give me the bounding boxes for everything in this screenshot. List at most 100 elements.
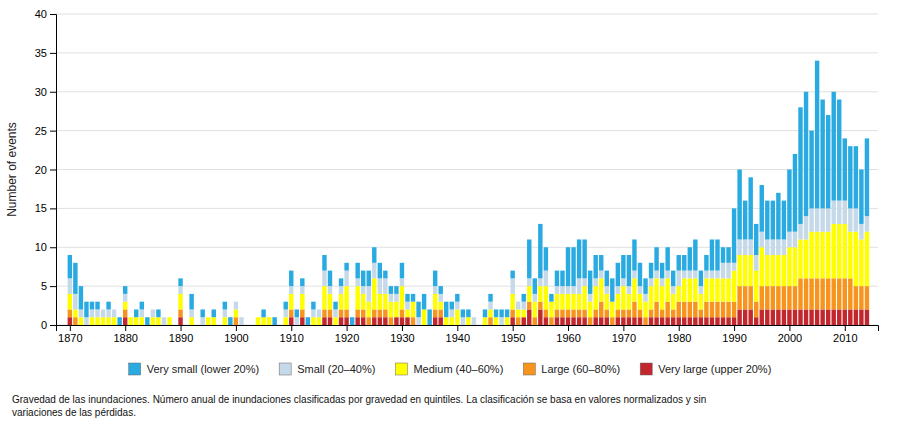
bar-segment [826,232,830,279]
y-tick-label: 30 [35,86,47,98]
bar-segment [372,278,376,309]
bar-segment [411,294,415,302]
bar-segment [112,309,116,310]
bar-segment [378,294,382,310]
bar-segment [582,317,586,325]
bar-segment [671,317,675,325]
bar-segment [223,302,227,310]
bar-segment [671,294,675,310]
bar-segment [859,224,863,240]
bar-segment [510,278,514,294]
x-tick-label: 1920 [335,332,359,344]
bar-segment [754,302,758,318]
bar-segment [538,286,542,302]
bar-segment [206,317,210,318]
bar-segment [621,317,625,325]
bar-segment [372,263,376,279]
grid-line [56,169,878,170]
bar-segment [189,317,193,325]
bar-segment [682,255,686,271]
bar-segment [533,294,537,302]
series [68,309,870,325]
bar-segment [195,325,199,326]
y-tick-label: 35 [35,47,47,59]
bar-segment [499,309,503,317]
bar-segment [593,317,597,325]
bar-segment [123,286,127,294]
bar-segment [776,193,780,240]
bar-segment [367,271,371,287]
y-tick: 15 [35,202,56,214]
bar-segment [605,294,609,310]
bar-segment [344,286,348,309]
bar-segment [145,317,149,325]
y-tick-label: 40 [35,8,47,20]
legend-item: Small (20–40%) [279,363,375,375]
bar-segment [804,239,808,278]
bar-segment [776,239,780,255]
y-axis-title: Number of events [5,122,19,217]
y-tick-mark [50,208,56,209]
bar-segment [699,271,703,287]
bar-segment [798,239,802,278]
bar-segment [737,170,741,240]
bar-segment [660,278,664,286]
bar-segment [665,302,669,318]
bar-segment [455,309,459,325]
bar-segment [250,325,254,326]
bar-segment [433,286,437,294]
bar-segment [538,302,542,310]
bar-segment [112,309,116,317]
bar-segment [715,239,719,270]
bar-segment [699,294,703,310]
bar-segment [682,317,686,325]
x-tick: 1900 [224,325,248,344]
bar-segment [782,286,786,309]
bar-segment [339,278,343,286]
bar-segment [660,317,664,325]
bar-segment [444,317,448,325]
bar-segment [344,317,348,325]
legend: Very small (lower 20%)Small (20–40%)Medi… [129,363,772,375]
bar-segment [555,271,559,287]
bar-segment [682,302,686,318]
bar-segment [68,309,72,317]
bar-segment [195,325,199,326]
legend-swatch [523,363,535,375]
bar-segment [344,309,348,317]
bar-segment [616,294,620,310]
bar-segment [367,286,371,302]
bar-segment [826,115,830,208]
bar-segment [361,317,365,325]
bar-segment [129,317,133,318]
bar-segment [638,317,642,325]
bar-segment [688,302,692,318]
bar-segment [826,278,830,309]
bar-segment [101,309,105,310]
bar-segment [571,309,575,317]
bar-segment [544,271,548,287]
bar-segment [577,309,581,317]
bar-segment [854,208,858,231]
bar-segment [527,278,531,286]
x-tick: 2010 [833,325,857,344]
bar-segment [400,263,404,279]
y-axis-line [50,15,57,326]
bar-segment [699,317,703,325]
bar-segment [289,309,293,317]
bar-segment [378,309,382,317]
bar-segment [68,294,72,310]
bar-segment [754,224,758,255]
bar-segment [638,263,642,286]
bar-segment [665,317,669,325]
bar-segment [632,302,636,318]
bar-segment [90,309,94,317]
bar-segment [865,138,869,216]
bar-segment [123,302,127,310]
bar-segment [771,286,775,309]
bar-segment [433,294,437,310]
bar-segment [605,271,609,287]
bar-segment [859,286,863,309]
bar-segment [223,309,227,317]
bar-segment [732,208,736,262]
